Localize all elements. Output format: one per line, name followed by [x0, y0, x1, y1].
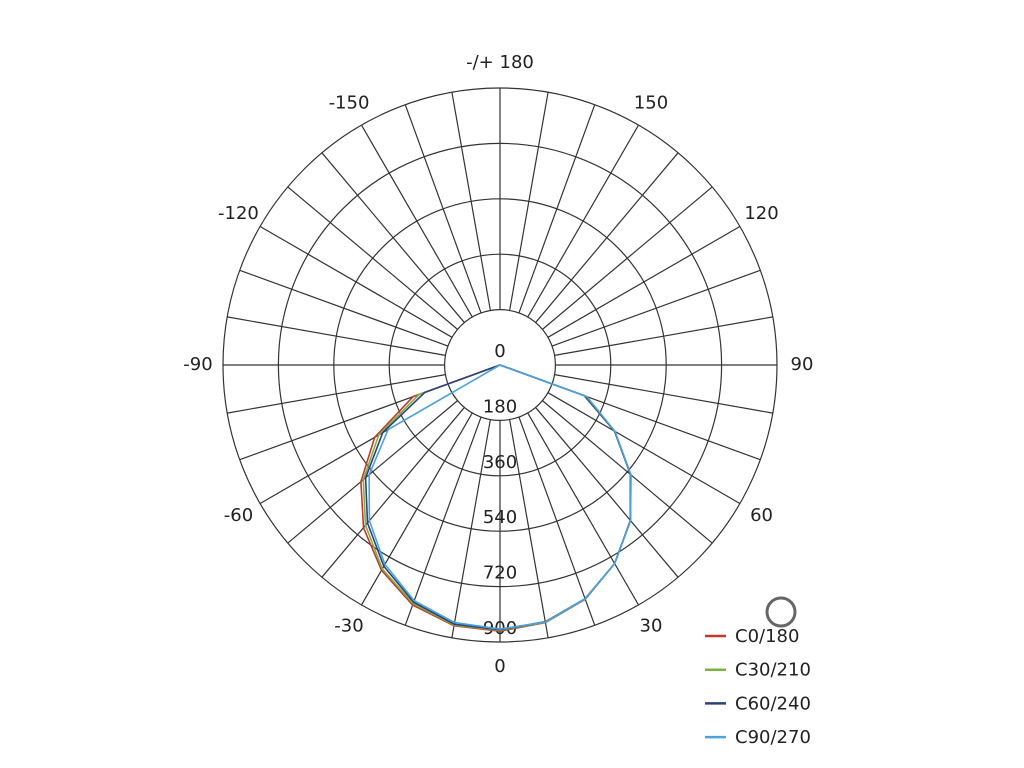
- grid-spoke: [551, 269, 761, 347]
- legend-label: C90/270: [735, 727, 811, 748]
- angle-tick-label: -60: [224, 505, 253, 526]
- angle-tick-label: -90: [183, 354, 212, 375]
- grid-spoke: [404, 104, 482, 314]
- grid-spoke: [535, 152, 679, 323]
- grid-spoke: [554, 374, 773, 414]
- grid-spoke: [451, 92, 491, 311]
- grid-spoke: [227, 316, 446, 356]
- grid-spoke: [554, 316, 773, 356]
- angle-tick-label: 120: [744, 203, 778, 224]
- legend-label: C30/210: [735, 660, 811, 681]
- grid-spoke: [287, 400, 458, 544]
- grid-spoke: [360, 412, 473, 606]
- grid-spoke: [542, 186, 713, 330]
- grid-spoke: [518, 416, 596, 626]
- angle-tick-label: -30: [334, 616, 363, 637]
- angle-tick-label: -/+ 180: [466, 52, 534, 73]
- grid-spoke: [535, 407, 679, 578]
- angle-tick-label: -150: [329, 92, 370, 113]
- grid-spoke: [509, 92, 549, 311]
- grid-spoke: [360, 124, 473, 318]
- grid-spoke: [287, 186, 458, 330]
- watermark: [765, 596, 797, 628]
- grid-spoke: [527, 124, 640, 318]
- grid-spoke: [451, 419, 491, 638]
- r-tick-label: 360: [483, 452, 517, 473]
- grid-spoke: [239, 269, 449, 347]
- angle-tick-label: 0: [494, 656, 505, 677]
- grid-spoke: [547, 392, 741, 505]
- grid-spoke: [227, 374, 446, 414]
- angle-tick-label: 60: [750, 505, 773, 526]
- grid-spoke: [259, 225, 453, 338]
- r-tick-label: 0: [494, 341, 505, 362]
- legend-label: C60/240: [735, 693, 811, 714]
- series-curve: [368, 364, 632, 630]
- grid-spoke: [321, 152, 465, 323]
- r-tick-label: 180: [483, 396, 517, 417]
- grid-spoke: [509, 419, 549, 638]
- legend-label: C0/180: [735, 626, 799, 647]
- grid-spoke: [542, 400, 713, 544]
- watermark-logo: [765, 596, 797, 628]
- r-tick-label: 540: [483, 507, 517, 528]
- grid-spoke: [404, 416, 482, 626]
- grid-spoke: [547, 225, 741, 338]
- angle-tick-label: -120: [218, 203, 259, 224]
- r-tick-label: 720: [483, 563, 517, 584]
- angle-tick-label: 150: [634, 92, 668, 113]
- grid-spoke: [321, 407, 465, 578]
- angle-tick-label: 90: [791, 354, 814, 375]
- grid-spoke: [527, 412, 640, 606]
- angle-tick-label: 30: [640, 616, 663, 637]
- grid-spoke: [518, 104, 596, 314]
